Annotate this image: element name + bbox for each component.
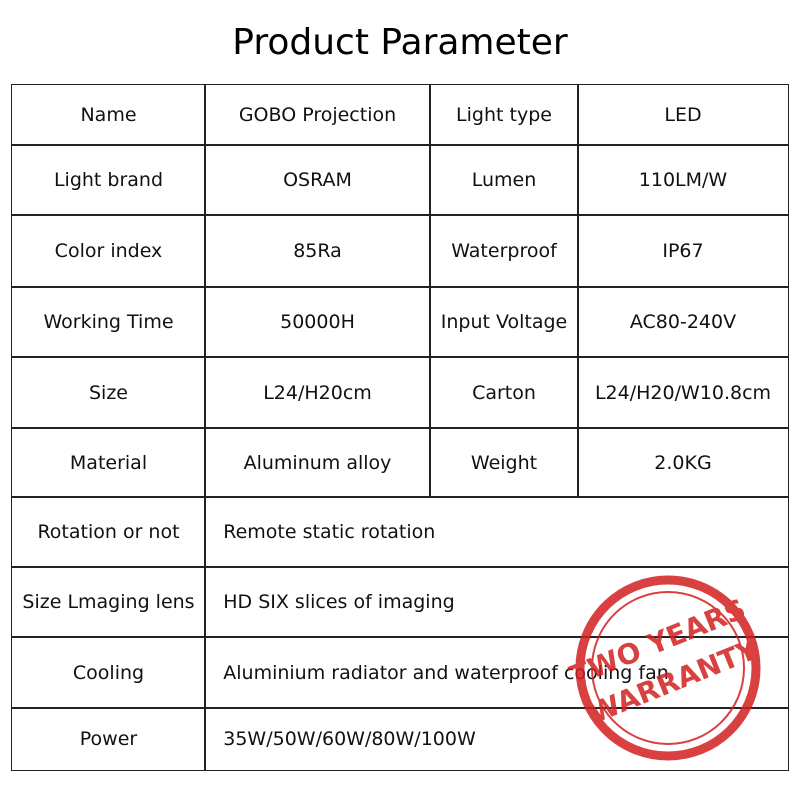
value-cell: L24/H20/W10.8cm [577, 356, 789, 429]
label-cell: Working Time [11, 286, 206, 358]
value-cell: L24/H20cm [204, 356, 431, 429]
label-cell: Size [11, 356, 206, 429]
label-cell: Lumen [429, 144, 579, 216]
value-cell: IP67 [577, 214, 789, 288]
value-cell: OSRAM [204, 144, 431, 216]
label-cell: Weight [429, 427, 579, 498]
label-cell: Power [11, 707, 206, 771]
label-cell: Size Lmaging lens [11, 566, 206, 638]
label-cell: Carton [429, 356, 579, 429]
value-cell: 2.0KG [577, 427, 789, 498]
stamp-ring [575, 575, 761, 761]
label-cell: Color index [11, 214, 206, 288]
label-cell: Light type [429, 84, 579, 146]
value-cell: 35W/50W/60W/80W/100W [204, 707, 789, 771]
value-cell: LED [577, 84, 789, 146]
value-cell: 110LM/W [577, 144, 789, 216]
stamp-inner-ring [591, 591, 745, 745]
label-cell: Rotation or not [11, 496, 206, 568]
label-cell: Name [11, 84, 206, 146]
label-cell: Light brand [11, 144, 206, 216]
value-cell: HD SIX slices of imaging [204, 566, 789, 638]
value-cell: Aluminium radiator and waterproof coolin… [204, 636, 789, 709]
value-cell: 50000H [204, 286, 431, 358]
label-cell: Input Voltage [429, 286, 579, 358]
label-cell: Waterproof [429, 214, 579, 288]
label-cell: Cooling [11, 636, 206, 709]
title: Product Parameter [232, 22, 568, 63]
value-cell: Aluminum alloy [204, 427, 431, 498]
value-cell: GOBO Projection [204, 84, 431, 146]
label-cell: Material [11, 427, 206, 498]
value-cell: AC80-240V [577, 286, 789, 358]
value-cell: 85Ra [204, 214, 431, 288]
value-cell: Remote static rotation [204, 496, 789, 568]
